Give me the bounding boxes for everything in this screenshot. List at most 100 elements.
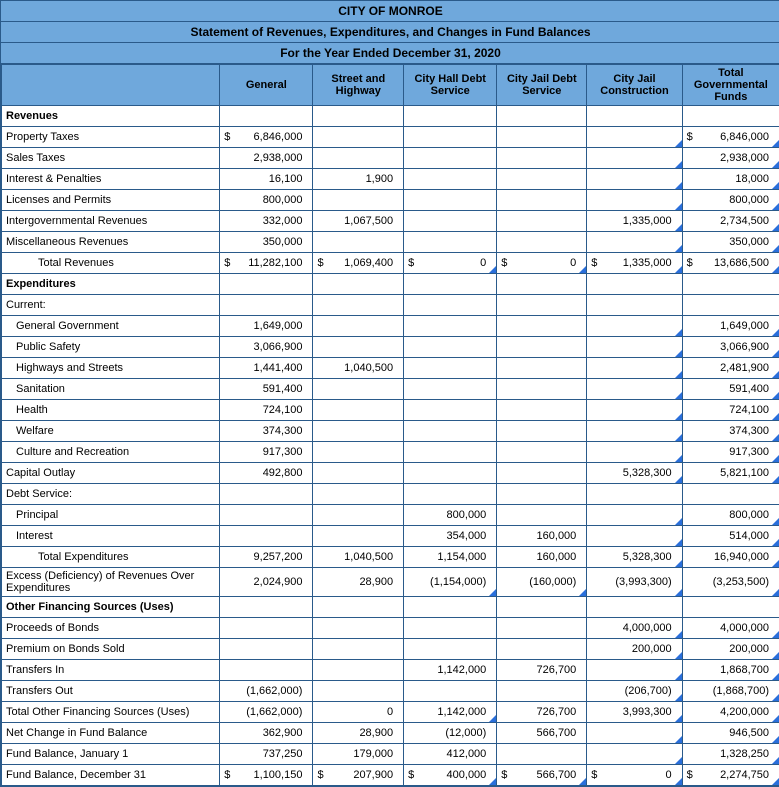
cell[interactable] [587,484,682,505]
cell[interactable] [313,505,404,526]
cell[interactable] [497,421,587,442]
note-flag-icon[interactable] [579,589,586,596]
cell[interactable] [497,316,587,337]
note-flag-icon[interactable] [772,350,779,357]
cell[interactable]: $0 [497,253,587,274]
note-flag-icon[interactable] [675,140,682,147]
cell[interactable] [313,421,404,442]
cell[interactable] [404,274,497,295]
note-flag-icon[interactable] [675,715,682,722]
cell[interactable]: (206,700) [587,681,682,702]
cell[interactable]: 374,300 [682,421,779,442]
cell[interactable]: 2,734,500 [682,211,779,232]
cell[interactable]: 374,300 [220,421,313,442]
cell[interactable] [587,723,682,744]
cell[interactable]: 160,000 [497,526,587,547]
cell[interactable] [682,274,779,295]
note-flag-icon[interactable] [489,715,496,722]
cell[interactable]: 362,900 [220,723,313,744]
cell[interactable] [404,295,497,316]
cell[interactable]: $0 [587,765,682,786]
cell[interactable]: $0 [404,253,497,274]
cell[interactable]: $400,000 [404,765,497,786]
cell[interactable]: 3,066,900 [682,337,779,358]
cell[interactable] [404,484,497,505]
cell[interactable] [313,127,404,148]
note-flag-icon[interactable] [772,413,779,420]
cell[interactable]: (160,000) [497,568,587,597]
cell[interactable] [220,274,313,295]
cell[interactable] [497,681,587,702]
cell[interactable]: 354,000 [404,526,497,547]
cell[interactable] [497,744,587,765]
cell[interactable] [497,505,587,526]
cell[interactable]: 18,000 [682,169,779,190]
cell[interactable]: 1,040,500 [313,358,404,379]
cell[interactable] [313,274,404,295]
cell[interactable]: 800,000 [220,190,313,211]
cell[interactable] [313,295,404,316]
cell[interactable] [682,597,779,618]
note-flag-icon[interactable] [772,560,779,567]
cell[interactable] [313,660,404,681]
cell[interactable]: 4,000,000 [587,618,682,639]
cell[interactable] [313,106,404,127]
cell[interactable] [404,358,497,379]
cell[interactable]: (3,253,500) [682,568,779,597]
cell[interactable] [313,681,404,702]
cell[interactable]: 946,500 [682,723,779,744]
cell[interactable] [497,442,587,463]
cell[interactable]: $1,069,400 [313,253,404,274]
cell[interactable] [587,316,682,337]
cell[interactable] [497,379,587,400]
cell[interactable] [587,597,682,618]
cell[interactable]: 917,300 [682,442,779,463]
note-flag-icon[interactable] [675,266,682,273]
cell[interactable] [497,169,587,190]
cell[interactable] [682,106,779,127]
cell[interactable]: 5,328,300 [587,547,682,568]
note-flag-icon[interactable] [772,736,779,743]
cell[interactable] [220,618,313,639]
cell[interactable] [587,400,682,421]
cell[interactable] [497,597,587,618]
cell[interactable] [220,660,313,681]
cell[interactable]: (1,662,000) [220,681,313,702]
note-flag-icon[interactable] [675,392,682,399]
cell[interactable]: 2,938,000 [220,148,313,169]
cell[interactable]: 16,100 [220,169,313,190]
cell[interactable] [497,211,587,232]
cell[interactable]: 5,821,100 [682,463,779,484]
note-flag-icon[interactable] [772,757,779,764]
cell[interactable]: $13,686,500 [682,253,779,274]
note-flag-icon[interactable] [489,778,496,785]
cell[interactable]: $1,335,000 [587,253,682,274]
note-flag-icon[interactable] [772,589,779,596]
cell[interactable] [682,295,779,316]
note-flag-icon[interactable] [675,560,682,567]
cell[interactable] [313,379,404,400]
note-flag-icon[interactable] [675,778,682,785]
note-flag-icon[interactable] [772,694,779,701]
cell[interactable] [404,316,497,337]
note-flag-icon[interactable] [675,203,682,210]
note-flag-icon[interactable] [675,652,682,659]
cell[interactable]: 917,300 [220,442,313,463]
cell[interactable]: $6,846,000 [220,127,313,148]
cell[interactable] [497,358,587,379]
note-flag-icon[interactable] [675,413,682,420]
cell[interactable] [313,597,404,618]
cell[interactable]: (1,868,700) [682,681,779,702]
cell[interactable] [220,505,313,526]
cell[interactable] [682,484,779,505]
cell[interactable]: 800,000 [404,505,497,526]
cell[interactable] [587,358,682,379]
cell[interactable]: (1,662,000) [220,702,313,723]
cell[interactable]: 492,800 [220,463,313,484]
cell[interactable]: 1,649,000 [682,316,779,337]
cell[interactable]: (1,154,000) [404,568,497,597]
cell[interactable] [404,379,497,400]
note-flag-icon[interactable] [675,245,682,252]
cell[interactable] [404,421,497,442]
note-flag-icon[interactable] [675,224,682,231]
